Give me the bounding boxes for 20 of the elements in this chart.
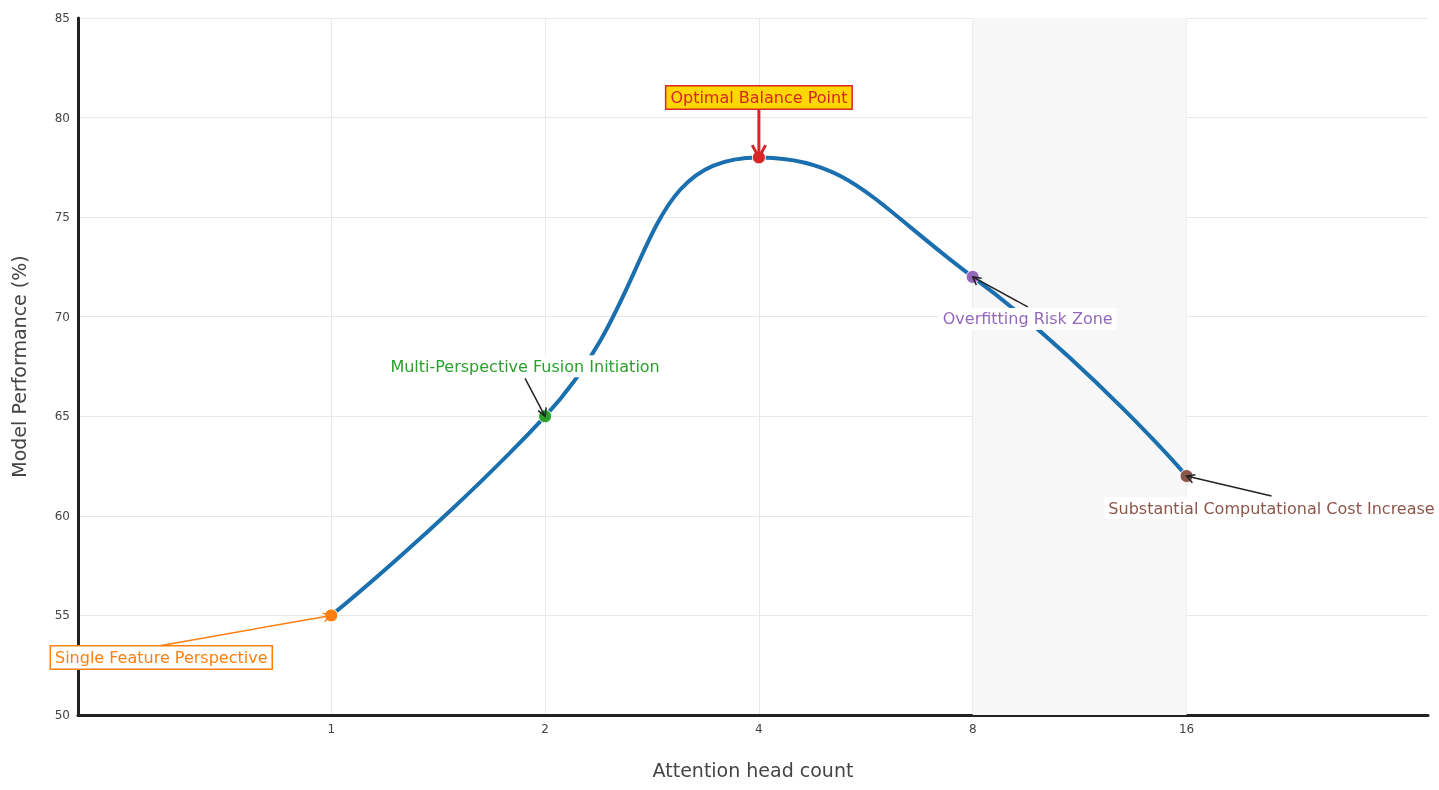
- x-tick-label: 1: [327, 722, 336, 736]
- y-tick-label: 55: [54, 608, 70, 623]
- x-tick-label: 8: [968, 722, 977, 736]
- y-tick-label: 65: [54, 409, 70, 424]
- annotation: Overfitting Risk Zone: [942, 309, 1113, 329]
- x-axis-title: Attention head count: [652, 758, 854, 781]
- y-tick-label: 70: [54, 309, 70, 324]
- y-tick-label: 80: [54, 110, 70, 125]
- y-tick-label: 75: [54, 210, 70, 225]
- annotation: Multi-Perspective Fusion Initiation: [390, 356, 660, 376]
- x-tick-label: 4: [755, 722, 763, 736]
- x-tick-label: 16: [1178, 722, 1195, 736]
- x-tick-label: 2: [541, 722, 549, 736]
- y-tick-label: 50: [54, 708, 70, 722]
- y-tick-label: 60: [54, 508, 70, 523]
- annotation: Optimal Balance Point: [670, 87, 848, 107]
- annotation: Substantial Computational Cost Increase: [1108, 498, 1435, 518]
- y-axis-title: Model Performance (%): [7, 255, 30, 478]
- annotation: Single Feature Perspective: [55, 647, 268, 667]
- y-tick-label: 85: [54, 11, 70, 25]
